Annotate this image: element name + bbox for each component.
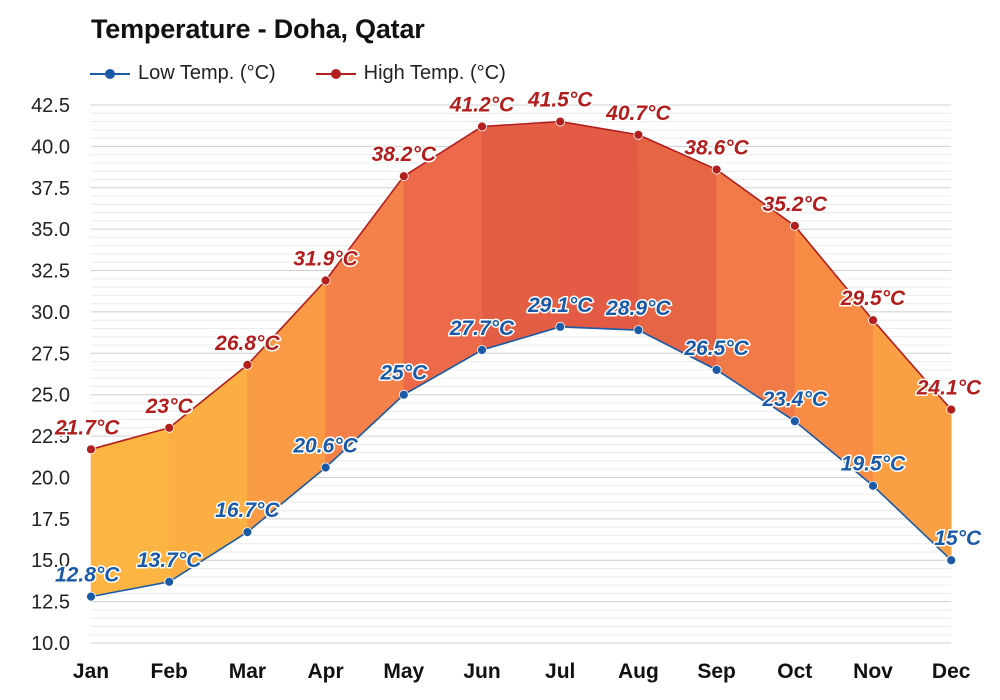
- range-band: [794, 225, 874, 487]
- y-tick-label: 22.5: [31, 426, 70, 448]
- legend-low-marker: [90, 68, 130, 79]
- y-tick-label: 37.5: [31, 178, 70, 200]
- x-tick-label: Mar: [229, 660, 266, 683]
- high-temp-data-label: 41.5°C: [527, 89, 593, 112]
- y-tick-label: 42.5: [31, 95, 70, 117]
- high-temp-point: [320, 275, 331, 286]
- low-temp-data-label: 13.7°C: [137, 549, 202, 572]
- legend-high-marker: [315, 68, 356, 79]
- x-tick-label: Sep: [697, 660, 736, 683]
- x-tick-label: Nov: [853, 660, 893, 683]
- x-tick-label: Apr: [308, 660, 344, 683]
- high-temp-data-label: 38.2°C: [372, 143, 437, 166]
- high-temp-data-label: 38.6°C: [684, 137, 749, 160]
- low-temp-data-label: 16.7°C: [215, 499, 280, 522]
- high-temp-point: [868, 315, 878, 326]
- y-tick-label: 40.0: [31, 136, 70, 158]
- low-temp-point: [164, 576, 175, 587]
- low-temp-line: [90, 326, 952, 598]
- low-temp-data-label: 12.8°C: [55, 564, 120, 587]
- low-temp-data-label: 26.5°C: [683, 337, 749, 360]
- y-tick-label: 25.0: [31, 385, 70, 407]
- high-temp-line: [90, 120, 952, 451]
- high-temp-point: [711, 164, 722, 175]
- x-tick-label: Jun: [463, 660, 500, 683]
- high-temp-point: [164, 422, 175, 433]
- high-temp-data-label: 23°C: [145, 395, 194, 418]
- high-temp-data-label: 31.9°C: [293, 247, 358, 270]
- high-temp-point: [398, 171, 409, 182]
- y-tick-label: 12.5: [31, 592, 70, 614]
- x-axis-labels: Jan Feb Mar Apr May Jun Jul Aug Sep Oct Nov Dec: [73, 660, 971, 683]
- y-tick-label: 35.0: [31, 219, 70, 241]
- low-temp-data-label: 23.4°C: [762, 388, 828, 411]
- range-band: [325, 175, 405, 469]
- range-bands: [90, 121, 952, 597]
- range-band: [872, 319, 952, 561]
- y-tick-label: 20.0: [31, 467, 70, 489]
- x-tick-label: Oct: [777, 660, 812, 683]
- x-tick-label: May: [383, 660, 424, 683]
- high-temp-point: [633, 129, 644, 140]
- data-labels: 12.8°C 13.7°C 16.7°C 20.6°C 25°C 27.7°C 29.1°C…: [53, 87, 984, 588]
- high-temp-data-label: 26.8°C: [214, 332, 280, 355]
- low-temp-point: [242, 527, 253, 537]
- high-temp-point: [86, 444, 96, 455]
- chart-legend: Low Temp. (°C) High Temp. (°C): [90, 62, 506, 85]
- y-tick-label: 10.0: [31, 633, 70, 655]
- legend-high-label: High Temp. (°C): [363, 62, 506, 84]
- legend-item-high[interactable]: High Temp. (°C): [315, 62, 506, 85]
- high-temp-point: [477, 121, 487, 132]
- y-tick-label: 27.5: [31, 343, 70, 365]
- low-temp-point: [946, 555, 957, 566]
- high-temp-point: [242, 359, 253, 370]
- low-temp-point: [789, 416, 800, 427]
- y-tick-label: 17.5: [31, 509, 70, 531]
- x-tick-label: Jan: [73, 660, 109, 683]
- x-tick-label: Feb: [151, 660, 188, 683]
- x-tick-label: Aug: [618, 660, 659, 683]
- high-temp-point: [555, 116, 566, 127]
- series-lines: [90, 120, 952, 598]
- low-temp-point: [320, 462, 331, 473]
- legend-low-label: Low Temp. (°C): [138, 62, 276, 84]
- y-tick-label: 30.0: [31, 302, 70, 324]
- y-tick-label: 15.0: [31, 550, 70, 572]
- low-temp-data-label: 15°C: [934, 527, 982, 550]
- range-band: [638, 134, 717, 371]
- y-tick-label: 32.5: [31, 261, 70, 283]
- high-temp-data-label: 21.7°C: [54, 416, 120, 439]
- low-temp-point: [555, 321, 566, 332]
- low-temp-data-label: 20.6°C: [292, 435, 358, 458]
- low-temp-data-label: 19.5°C: [841, 453, 906, 476]
- high-temp-data-label: 41.2°C: [449, 94, 515, 117]
- chart-title: Temperature - Doha, Qatar: [91, 14, 425, 44]
- x-tick-label: Dec: [932, 660, 971, 683]
- low-temp-data-label: 29.1°C: [527, 294, 593, 317]
- low-temp-data-label: 28.9°C: [605, 297, 671, 320]
- high-temp-data-label: 35.2°C: [763, 193, 828, 216]
- x-tick-label: Jul: [545, 660, 575, 683]
- legend-item-low[interactable]: Low Temp. (°C): [90, 62, 276, 85]
- high-temp-point: [789, 220, 800, 231]
- low-temp-data-label: 25°C: [379, 362, 428, 385]
- data-points: [86, 116, 957, 602]
- high-temp-data-label: 29.5°C: [840, 287, 906, 310]
- low-temp-point: [868, 480, 878, 491]
- y-axis-labels: 10.0 12.5 15.0 17.5 20.0 22.5 25.0 27.5 30.0 32.5…: [31, 95, 70, 655]
- high-temp-point: [946, 404, 957, 415]
- low-temp-point: [633, 325, 644, 336]
- low-temp-point: [86, 591, 96, 602]
- low-temp-data-label: 27.7°C: [449, 317, 515, 340]
- range-band: [403, 126, 483, 396]
- high-temp-data-label: 24.1°C: [916, 377, 982, 400]
- low-temp-point: [398, 389, 409, 400]
- low-temp-point: [711, 364, 722, 375]
- high-temp-data-label: 40.7°C: [605, 102, 671, 125]
- low-temp-point: [477, 345, 487, 355]
